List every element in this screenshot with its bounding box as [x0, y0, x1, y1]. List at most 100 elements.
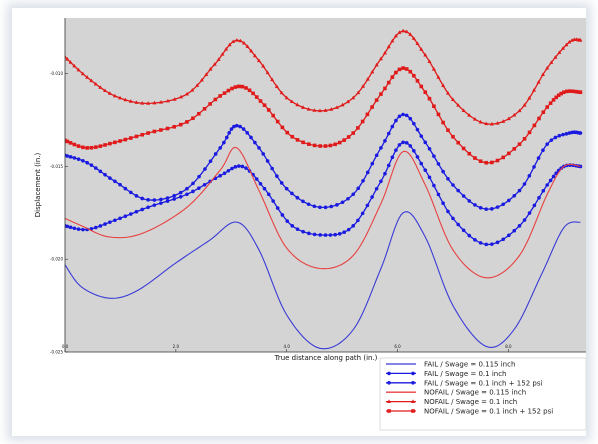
series-point	[236, 164, 241, 168]
series-point	[568, 163, 572, 167]
series-point	[432, 104, 436, 109]
series-point	[212, 62, 217, 66]
series-point	[108, 220, 112, 224]
series-point	[461, 228, 466, 233]
series-point	[536, 79, 541, 84]
series-point	[81, 227, 85, 232]
series-point	[333, 142, 337, 147]
series-point	[383, 171, 387, 176]
series-point	[197, 111, 201, 116]
series-point	[241, 127, 246, 131]
series-point	[397, 67, 402, 72]
series-point	[365, 77, 370, 81]
series-point	[337, 232, 342, 236]
series-point	[423, 90, 428, 95]
series-point	[220, 52, 225, 56]
series-point	[328, 233, 333, 237]
x-axis-label: True distance along path (in.)	[274, 354, 378, 362]
series-point	[541, 110, 546, 114]
series-point	[254, 95, 259, 99]
series-point	[346, 227, 351, 232]
series-point	[190, 88, 195, 92]
series-point	[165, 199, 170, 203]
series-point	[146, 198, 150, 202]
series-point	[478, 205, 483, 210]
series-point	[517, 142, 522, 146]
series-point	[290, 134, 295, 139]
series-point	[401, 66, 405, 70]
series-point	[113, 218, 117, 223]
legend-marker	[411, 409, 415, 413]
series-point	[374, 153, 379, 158]
series-point	[81, 145, 85, 150]
series-point	[532, 123, 537, 128]
series-point	[484, 207, 489, 211]
series-point	[65, 139, 70, 144]
series-point	[65, 57, 70, 61]
series-point	[254, 177, 259, 181]
series-point	[386, 131, 391, 136]
series-point	[517, 224, 522, 228]
series-point	[93, 145, 98, 149]
series-point	[386, 44, 391, 49]
series-point	[415, 79, 420, 83]
legend-box	[379, 357, 586, 431]
series-point	[231, 39, 236, 44]
series-point	[423, 168, 428, 172]
series-point	[419, 47, 424, 51]
series-point	[213, 152, 218, 156]
series-point	[262, 186, 267, 191]
series-point	[98, 144, 103, 148]
series-point	[394, 70, 398, 75]
series-point	[108, 141, 112, 146]
series-point	[436, 75, 441, 79]
series-point	[208, 67, 213, 71]
series-point	[270, 166, 274, 171]
series-point	[374, 98, 379, 102]
y-tick-label: -0.020	[50, 257, 63, 262]
series-point	[549, 60, 554, 64]
series-point	[65, 54, 67, 59]
series-line	[65, 146, 581, 279]
series-point	[549, 138, 554, 142]
series-point	[495, 240, 500, 245]
series-point	[441, 169, 445, 174]
series-point	[317, 108, 322, 113]
series-point	[436, 112, 441, 117]
series-point	[185, 192, 189, 197]
series-point	[328, 143, 333, 148]
series-point	[478, 241, 483, 245]
series-point	[467, 233, 472, 238]
series-point	[224, 46, 229, 51]
series-point	[265, 159, 270, 163]
series-1	[65, 211, 581, 350]
series-point	[512, 193, 517, 198]
series-point	[123, 97, 128, 102]
series-point	[404, 141, 409, 145]
x-tick-label: 0.0	[62, 344, 69, 349]
series-point	[346, 196, 350, 201]
series-point	[72, 226, 77, 231]
series-point	[152, 100, 157, 105]
series-point	[202, 182, 207, 187]
series-point	[390, 38, 395, 43]
series-point	[85, 75, 90, 79]
legend-label: NOFAIL / Swage = 0.1 inch + 152 psi	[424, 408, 553, 416]
series-point	[441, 83, 446, 87]
series-point	[545, 65, 550, 70]
series-point	[306, 107, 311, 111]
series-point	[401, 28, 406, 33]
legend-marker	[387, 371, 391, 376]
series-point	[329, 204, 334, 209]
series-point	[289, 99, 294, 104]
series-point	[113, 179, 117, 184]
series-point	[280, 213, 285, 217]
series-point	[222, 171, 227, 176]
series-point	[335, 203, 339, 207]
series-point	[247, 88, 252, 93]
series-point	[441, 201, 445, 206]
chart-frame: -0.010 -0.015 -0.020 -0.025 0.0 2.0 4.0 6.0 8.0 …	[12, 8, 586, 436]
series-point	[240, 84, 245, 89]
legend-label: FAIL / Swage = 0.1 inch	[424, 370, 507, 378]
series-point	[342, 230, 346, 235]
